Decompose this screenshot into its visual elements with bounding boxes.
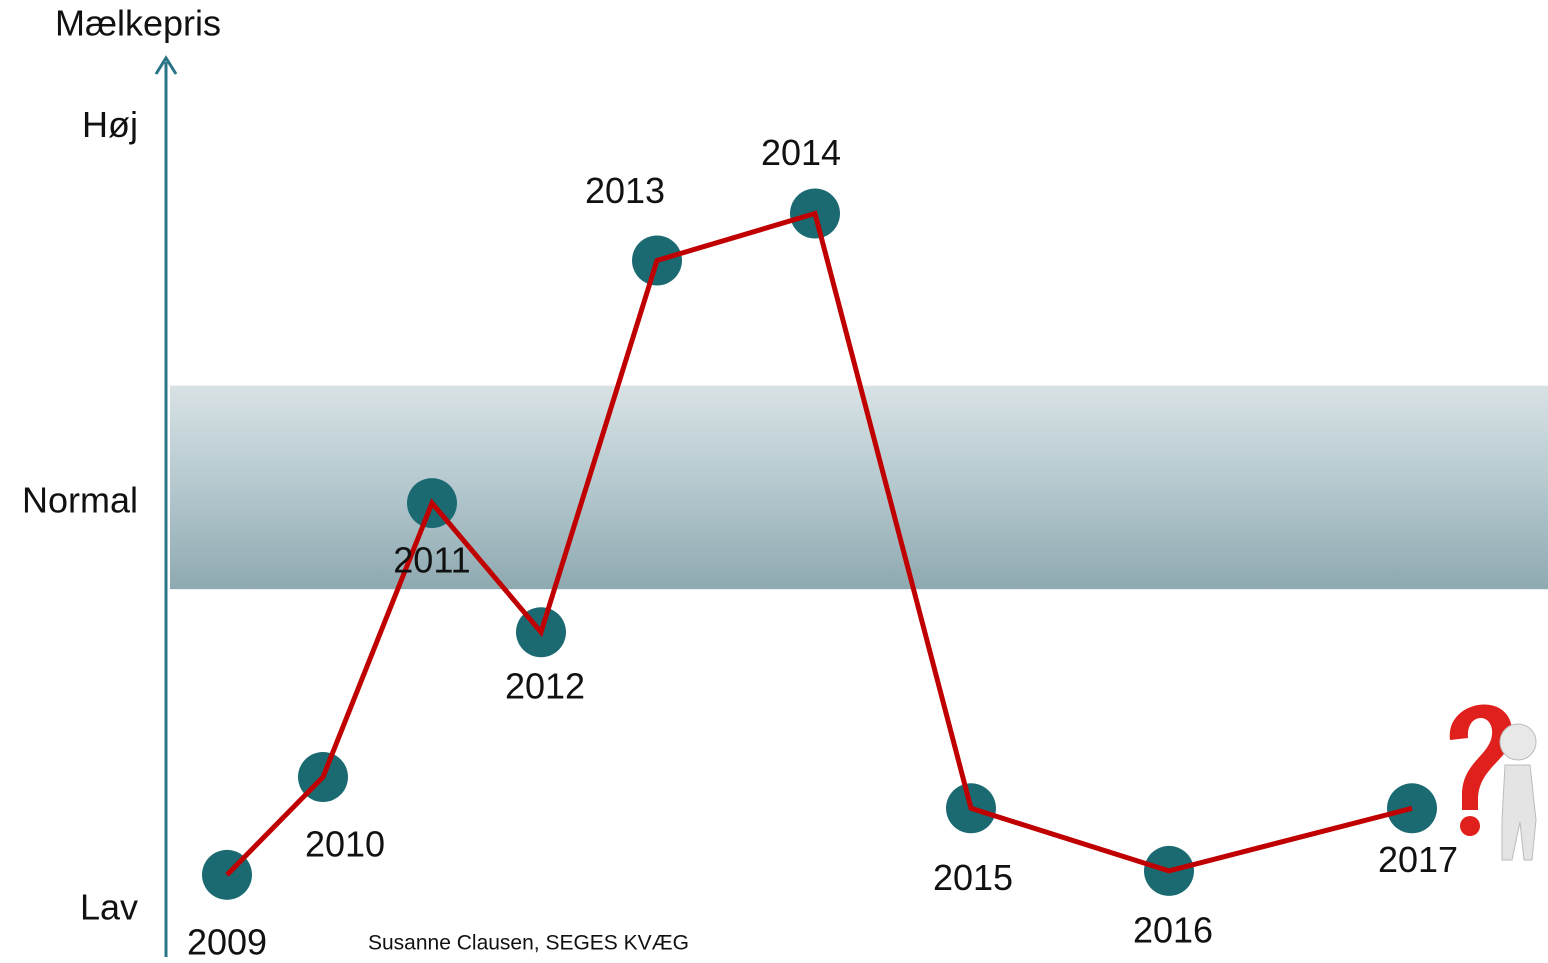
thinking-figure [1449,704,1537,861]
year-label: 2009 [187,921,267,962]
question-dot [1460,816,1480,836]
year-label: 2016 [1133,909,1213,950]
y-tick-label: Normal [22,480,138,521]
year-label: 2010 [305,824,385,865]
price-line [225,210,1413,877]
year-label: 2013 [585,170,665,211]
year-label: 2015 [933,857,1013,898]
normal-band [170,385,1548,590]
source-note: Susanne Clausen, SEGES KVÆG [368,932,689,955]
y-tick-label: Høj [82,104,138,145]
year-label: 2017 [1378,839,1458,880]
y-tick-label: Lav [80,887,138,928]
question-mark [1449,704,1513,810]
y-axis-arrow [154,55,178,75]
y-axis-title: Mælkepris [55,3,221,44]
figure-body [1501,764,1537,861]
figure-head [1499,723,1537,761]
year-label: 2011 [393,540,470,581]
year-label: 2012 [505,666,585,707]
year-label: 2014 [761,132,841,173]
